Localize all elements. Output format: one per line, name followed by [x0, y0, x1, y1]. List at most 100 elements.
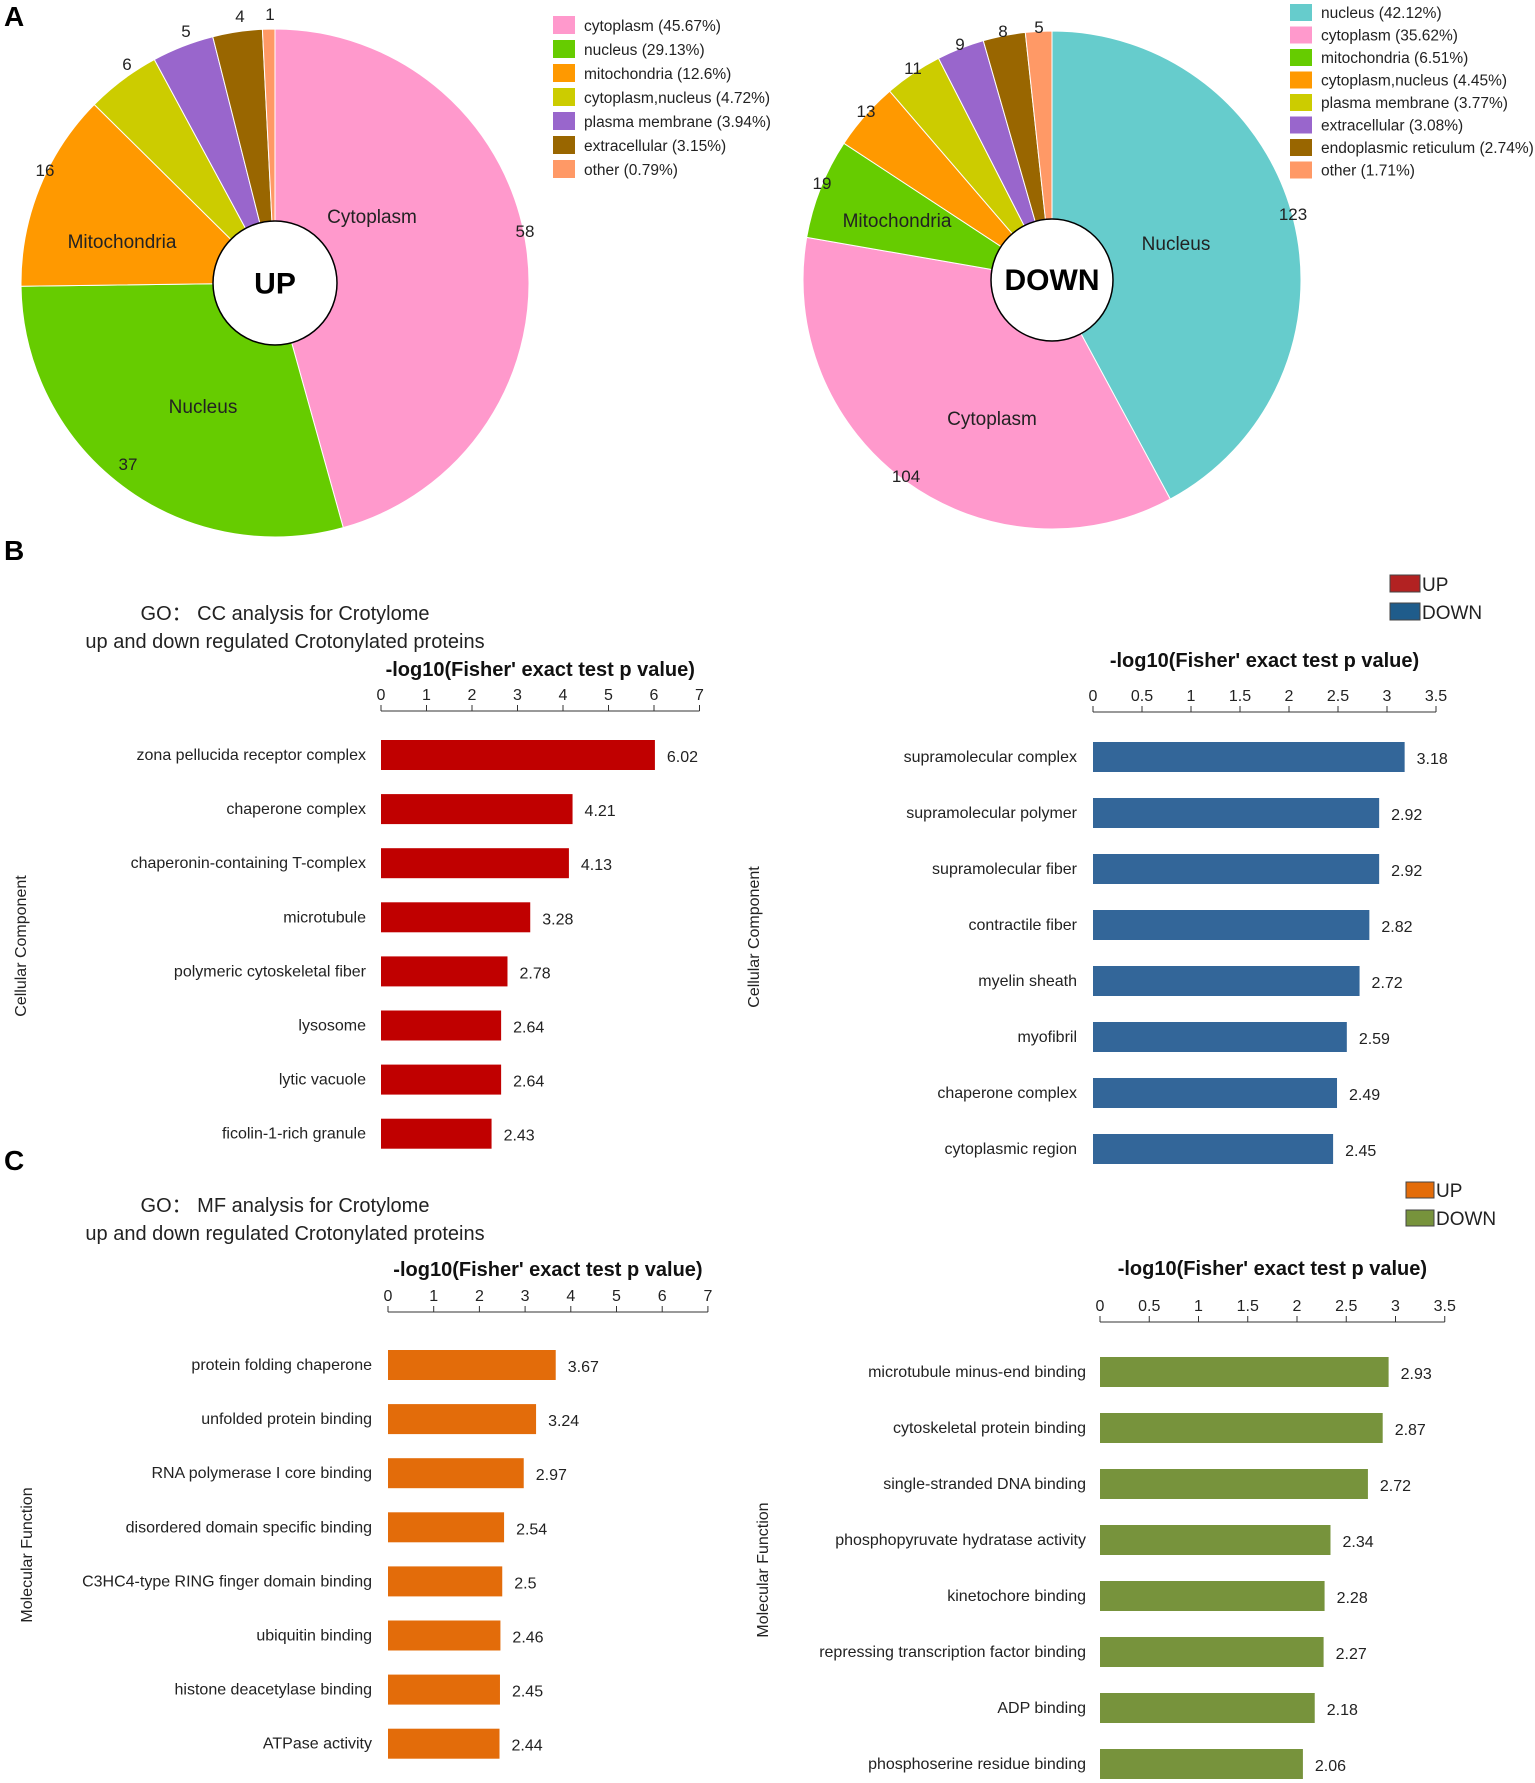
bar-cc-up	[381, 1064, 502, 1095]
category-label-cc-down: supramolecular fiber	[932, 861, 1078, 878]
legend-swatch-down	[1290, 116, 1312, 134]
pie-count-label-up: 1	[265, 5, 274, 24]
x-tick-label-cc-up: 5	[604, 687, 613, 704]
pie-center-label-down: DOWN	[1005, 264, 1100, 297]
legend-swatch-down	[1290, 26, 1312, 44]
category-label-cc-down: cytoplasmic region	[945, 1141, 1078, 1158]
chart-title-mf-up: GO： MF analysis for Crotylome	[141, 1195, 430, 1217]
legend-swatch-mf-down	[1405, 1181, 1435, 1199]
category-label-mf-down: single-stranded DNA binding	[883, 1476, 1086, 1493]
category-label-mf-down: repressing transcription factor binding	[819, 1644, 1086, 1661]
category-label-cc-down: contractile fiber	[969, 917, 1078, 934]
value-label-mf-up: 2.97	[536, 1467, 567, 1484]
bar-chart-mf-down: -log10(Fisher' exact test p value) 0 0.5 1 1…	[755, 1181, 1496, 1779]
legend-label-cc-down: UP	[1422, 575, 1448, 596]
pie-count-label-down: 5	[1034, 18, 1043, 37]
pie-count-label-up: 37	[119, 455, 138, 474]
panel-letter-b: B	[4, 535, 24, 566]
category-label-mf-down: kinetochore binding	[947, 1588, 1086, 1605]
pie-inner-label-down: Mitochondria	[843, 211, 952, 232]
x-tick-label-cc-up: 0	[377, 687, 386, 704]
x-tick-label-mf-up: 6	[658, 1288, 667, 1305]
pie-count-label-down: 9	[955, 35, 964, 54]
x-tick-label-mf-down: 3.5	[1434, 1298, 1456, 1315]
bar-mf-up	[388, 1350, 556, 1380]
pie-slice-up-other	[261, 28, 276, 284]
category-label-mf-up: unfolded protein binding	[201, 1411, 372, 1428]
chart-title-cc-up: up and down regulated Crotonylated prote…	[85, 631, 484, 653]
value-label-mf-down: 2.34	[1342, 1534, 1373, 1551]
pie-inner-label-up: Nucleus	[169, 397, 238, 418]
value-label-mf-down: 2.72	[1380, 1478, 1411, 1495]
legend-swatch-mf-down	[1405, 1209, 1435, 1227]
bar-mf-up	[388, 1458, 524, 1489]
pie-center-label-up: UP	[254, 268, 296, 301]
x-tick-label-mf-up: 3	[521, 1288, 530, 1305]
value-label-mf-up: 2.5	[514, 1575, 536, 1592]
legend-label-down: nucleus (42.12%)	[1321, 5, 1442, 22]
bar-chart-cc-down: -log10(Fisher' exact test p value) 0 0.5 1 1…	[746, 574, 1482, 1164]
pie-count-label-down: 19	[813, 174, 832, 193]
pie-count-label-up: 16	[36, 161, 55, 180]
category-label-mf-down: ADP binding	[997, 1700, 1086, 1717]
legend-swatch-up	[553, 88, 575, 106]
category-label-mf-up: RNA polymerase I core binding	[151, 1465, 372, 1482]
category-label-mf-down: phosphoserine residue binding	[868, 1756, 1086, 1773]
pie-inner-label-down: Nucleus	[1142, 234, 1211, 255]
bar-mf-down	[1100, 1693, 1315, 1723]
x-tick-label-cc-down: 1	[1187, 688, 1196, 705]
pie-center-up	[212, 220, 338, 346]
category-label-mf-down: phosphopyruvate hydratase activity	[835, 1532, 1086, 1549]
value-label-mf-up: 2.54	[516, 1521, 547, 1538]
x-tick-label-mf-up: 2	[475, 1288, 484, 1305]
value-label-cc-up: 4.13	[581, 857, 612, 874]
legend-swatch-up	[553, 136, 575, 154]
x-tick-label-cc-down: 3	[1383, 688, 1392, 705]
x-tick-label-cc-down: 0.5	[1131, 688, 1153, 705]
legend-swatch-down	[1290, 4, 1312, 21]
x-tick-label-mf-down: 2.5	[1335, 1298, 1357, 1315]
value-label-mf-up: 3.24	[548, 1413, 579, 1430]
category-label-cc-up: microtubule	[283, 909, 366, 926]
category-label-cc-down: myofibril	[1017, 1029, 1077, 1046]
legend-label-down: plasma membrane (3.77%)	[1321, 95, 1508, 112]
bar-cc-down	[1093, 854, 1380, 884]
pie-inner-label-down: Cytoplasm	[947, 409, 1037, 430]
pie-slice-down-other	[1024, 30, 1053, 281]
legend-swatch-up	[553, 160, 575, 178]
panel-letter-a: A	[4, 1, 24, 32]
legend-label-mf-down: DOWN	[1436, 1209, 1496, 1230]
x-tick-label-cc-down: 1.5	[1229, 688, 1251, 705]
x-tick-label-cc-up: 6	[650, 687, 659, 704]
legend-swatch-cc-down	[1389, 602, 1421, 621]
pie-chart-up: UP Cytoplasm Nucleus Mitochondria 58 37 16 6 5 4 1…	[20, 5, 771, 538]
x-tick-label-mf-up: 5	[612, 1288, 621, 1305]
legend-label-up: mitochondria (12.6%)	[584, 66, 731, 83]
category-label-mf-up: ATPase activity	[263, 1736, 372, 1753]
category-label-mf-up: C3HC4-type RING finger domain binding	[82, 1573, 372, 1590]
bar-cc-down	[1093, 966, 1360, 996]
value-label-cc-down: 2.45	[1345, 1143, 1376, 1160]
value-label-cc-down: 2.59	[1359, 1031, 1390, 1048]
category-label-mf-down: cytoskeletal protein binding	[893, 1420, 1086, 1437]
bar-cc-up	[381, 956, 508, 987]
value-label-cc-down: 2.49	[1349, 1087, 1380, 1104]
x-axis-title-mf-down: -log10(Fisher' exact test p value)	[1118, 1258, 1427, 1280]
legend-swatch-up	[553, 112, 575, 130]
bar-mf-down	[1100, 1469, 1368, 1499]
bar-mf-down	[1100, 1749, 1303, 1779]
value-label-mf-down: 2.28	[1337, 1590, 1368, 1607]
pie-slice-up-nucleus	[20, 282, 344, 538]
y-axis-title-cc-up: Cellular Component	[13, 875, 30, 1017]
x-tick-label-mf-down: 2	[1293, 1298, 1302, 1315]
x-tick-label-mf-down: 0	[1096, 1298, 1105, 1315]
legend-swatch-down	[1290, 139, 1312, 156]
legend-swatch-down	[1290, 94, 1312, 111]
legend-swatch-cc-down	[1389, 574, 1421, 593]
legend-swatch-up	[553, 40, 575, 58]
y-axis-title-mf-down: Molecular Function	[755, 1502, 772, 1637]
x-tick-label-cc-up: 7	[695, 687, 704, 704]
value-label-cc-up: 2.78	[519, 965, 550, 982]
bar-mf-up	[388, 1512, 505, 1543]
x-axis-title-cc-up: -log10(Fisher' exact test p value)	[386, 659, 695, 681]
